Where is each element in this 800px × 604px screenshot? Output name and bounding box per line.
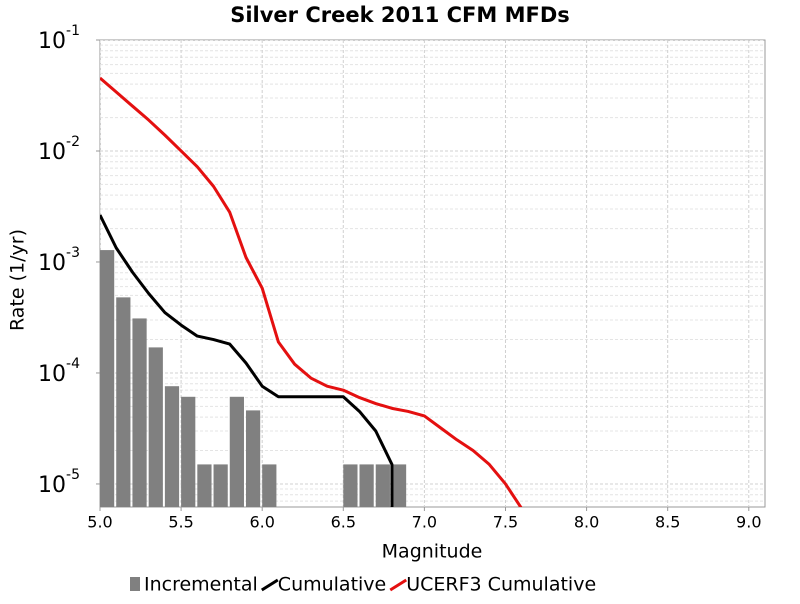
y-tick-base: 10 [38,140,66,165]
y-tick-label: 10-4 [38,356,80,387]
x-tick-label: 8.5 [655,513,680,532]
y-tick-exponent: -1 [66,23,80,39]
y-tick-base: 10 [38,362,66,387]
y-tick-label: 10-3 [38,245,80,276]
y-tick-label: 10-5 [38,467,80,498]
y-axis-label: Rate (1/yr) [7,229,29,331]
x-tick-label: 5.0 [87,513,112,532]
x-tick-label: 6.0 [249,513,274,532]
legend-swatch [261,578,279,592]
histogram-bar [375,464,390,507]
histogram-bar [197,464,212,507]
histogram-bar [229,396,244,507]
histogram-bar [343,464,358,507]
y-tick-label: 10-2 [38,134,80,165]
histogram-bar [100,250,115,507]
y-tick-label: 10-1 [38,23,80,54]
histogram-bar [262,464,277,507]
histogram-bar [213,464,228,507]
histogram-bar [148,347,163,507]
y-tick-base: 10 [38,473,66,498]
chart-title: Silver Creek 2011 CFM MFDs [230,3,570,27]
x-tick-label: 9.0 [736,513,761,532]
y-tick-base: 10 [38,251,66,276]
histogram-bar [164,386,180,507]
legend-swatch [130,577,140,591]
x-tick-label: 5.5 [168,513,193,532]
x-tick-label: 7.0 [412,513,437,532]
histogram-bar [359,464,374,507]
x-tick-label: 8.0 [574,513,599,532]
y-tick-exponent: -2 [66,134,80,150]
legend-swatch [389,578,408,592]
y-tick-base: 10 [38,29,66,54]
plot-area [99,39,766,508]
histogram-bar [132,318,147,507]
y-tick-exponent: -3 [66,245,80,261]
legend-label: Incremental [144,574,258,596]
histogram-bar [116,297,131,507]
legend-label: UCERF3 Cumulative [406,574,596,596]
histogram-bar [245,410,261,507]
histogram-bar [391,464,407,507]
histogram-bar [181,396,196,507]
y-tick-exponent: -4 [66,356,80,372]
legend-label: Cumulative [278,574,386,596]
y-tick-exponent: -5 [66,467,80,483]
series-line [100,76,523,507]
series-line [100,214,394,507]
x-tick-label: 7.5 [493,513,518,532]
x-axis-label: Magnitude [382,541,483,563]
x-tick-label: 6.5 [331,513,356,532]
